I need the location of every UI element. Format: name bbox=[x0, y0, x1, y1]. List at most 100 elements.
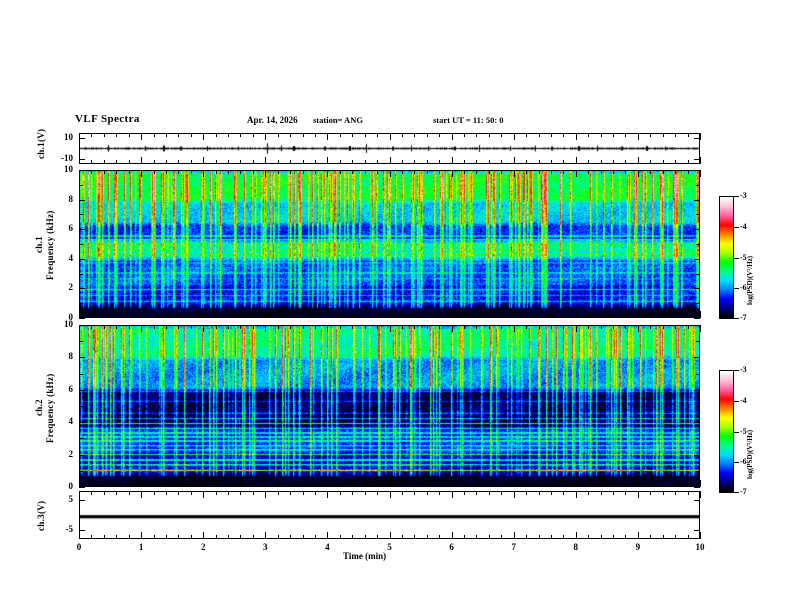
xtick-minor-top bbox=[625, 133, 627, 137]
xtick-minor-bottom bbox=[625, 160, 627, 164]
xtick-minor-top bbox=[91, 133, 93, 137]
xtick-minor-top bbox=[426, 325, 428, 329]
ytick-mark-ch3v bbox=[79, 500, 85, 501]
xtick-minor-bottom bbox=[439, 535, 441, 539]
colorbar-tick-label-ch1: -4 bbox=[740, 221, 747, 231]
xtick-mark-bottom bbox=[389, 157, 391, 164]
xtick-minor-top bbox=[687, 133, 689, 137]
panel-ch1-spectrogram bbox=[79, 170, 700, 318]
xtick-minor-bottom bbox=[165, 483, 167, 487]
xtick-minor-bottom bbox=[215, 483, 217, 487]
xtick-minor-bottom bbox=[91, 483, 93, 487]
xlabel: Time (min) bbox=[343, 551, 387, 561]
xtick-minor-top bbox=[662, 133, 664, 137]
xtick-minor-top bbox=[240, 133, 242, 137]
header-station: station= ANG bbox=[313, 115, 363, 125]
xtick-minor-bottom bbox=[563, 483, 565, 487]
ytick-mark-right-ch2spec bbox=[694, 422, 700, 424]
xtick-minor-top bbox=[116, 491, 118, 495]
ytick-minor-ch2spec bbox=[79, 341, 83, 343]
xtick-minor-bottom bbox=[488, 314, 490, 318]
xtick-minor-top bbox=[650, 325, 652, 329]
xtick-minor-bottom bbox=[650, 535, 652, 539]
xtick-mark-bottom bbox=[575, 480, 577, 487]
xtick-minor-bottom bbox=[426, 535, 428, 539]
xtick-minor-bottom bbox=[128, 483, 130, 487]
xtick-mark-top bbox=[265, 133, 267, 140]
colorbar-ch2 bbox=[719, 370, 734, 493]
xtick-minor-top bbox=[190, 170, 192, 174]
xtick-minor-top bbox=[153, 491, 155, 495]
xtick-minor-top bbox=[600, 133, 602, 137]
xtick-mark-bottom bbox=[389, 532, 391, 539]
xtick-minor-top bbox=[339, 170, 341, 174]
xtick-minor-top bbox=[488, 491, 490, 495]
colorbar-tick-label-ch1: -3 bbox=[740, 191, 747, 200]
xtick-minor-bottom bbox=[178, 535, 180, 539]
xtick-minor-bottom bbox=[116, 314, 118, 318]
xtick-minor-top bbox=[277, 133, 279, 137]
ytick-label-ch2spec: 0 bbox=[68, 481, 74, 491]
ytick-mark-right-ch2spec bbox=[694, 389, 700, 391]
xtick-minor-top bbox=[662, 491, 664, 495]
xtick-minor-top bbox=[116, 325, 118, 329]
xtick-minor-top bbox=[675, 170, 677, 174]
ytick-mark-ch2spec bbox=[79, 357, 85, 359]
xtick-minor-bottom bbox=[165, 160, 167, 164]
colorbar-tick-ch2 bbox=[734, 492, 739, 493]
xtick-minor-top bbox=[401, 133, 403, 137]
xtick-minor-top bbox=[178, 133, 180, 137]
xtick-mark-top bbox=[513, 170, 515, 177]
xtick-minor-top bbox=[190, 133, 192, 137]
xtick-minor-top bbox=[165, 170, 167, 174]
xtick-minor-top bbox=[290, 133, 292, 137]
xtick-minor-top bbox=[339, 325, 341, 329]
xtick-minor-bottom bbox=[613, 314, 615, 318]
xtick-mark-bottom bbox=[79, 157, 80, 164]
xtick-minor-top bbox=[588, 170, 590, 174]
xtick-minor-top bbox=[563, 491, 565, 495]
xtick-minor-top bbox=[116, 133, 118, 137]
xtick-minor-bottom bbox=[675, 535, 677, 539]
xtick-minor-bottom bbox=[339, 535, 341, 539]
xtick-minor-bottom bbox=[414, 535, 416, 539]
xtick-minor-bottom bbox=[625, 483, 627, 487]
xtick-mark-top bbox=[700, 133, 701, 140]
xtick-minor-top bbox=[128, 491, 130, 495]
xtick-mark-top bbox=[637, 170, 639, 177]
xtick-minor-bottom bbox=[501, 535, 503, 539]
xtick-minor-top bbox=[476, 170, 478, 174]
xtick-minor-top bbox=[464, 133, 466, 137]
ytick-mark-ch1spec bbox=[79, 199, 85, 201]
xtick-minor-bottom bbox=[526, 160, 528, 164]
xtick-minor-bottom bbox=[153, 160, 155, 164]
xtick-mark-top bbox=[79, 133, 80, 140]
xtick-label: 1 bbox=[138, 542, 144, 552]
ytick-mark-ch2spec bbox=[79, 454, 85, 456]
xtick-minor-top bbox=[364, 133, 366, 137]
xtick-minor-top bbox=[675, 491, 677, 495]
xtick-minor-top bbox=[377, 491, 379, 495]
xtick-minor-bottom bbox=[252, 535, 254, 539]
xtick-mark-top bbox=[203, 133, 205, 140]
xtick-minor-top bbox=[252, 325, 254, 329]
xtick-minor-bottom bbox=[526, 535, 528, 539]
xtick-minor-top bbox=[128, 133, 130, 137]
xtick-minor-top bbox=[103, 325, 105, 329]
ytick-label-ch1v: -10 bbox=[61, 152, 73, 163]
ytick-minor-ch1spec bbox=[79, 184, 83, 186]
xtick-minor-bottom bbox=[600, 483, 602, 487]
xtick-mark-bottom bbox=[141, 532, 143, 539]
xtick-minor-bottom bbox=[401, 314, 403, 318]
ytick-label-ch1spec: 2 bbox=[68, 282, 74, 293]
xtick-mark-bottom bbox=[79, 480, 80, 487]
xtick-minor-bottom bbox=[675, 160, 677, 164]
xtick-minor-bottom bbox=[352, 160, 354, 164]
xtick-minor-bottom bbox=[538, 483, 540, 487]
colorbar-tick-ch1 bbox=[734, 288, 739, 290]
xtick-minor-top bbox=[550, 133, 552, 137]
xtick-minor-bottom bbox=[240, 160, 242, 164]
ytick-label-ch2spec: 4 bbox=[68, 416, 74, 427]
xtick-minor-bottom bbox=[190, 160, 192, 164]
xtick-label: 5 bbox=[387, 542, 392, 552]
